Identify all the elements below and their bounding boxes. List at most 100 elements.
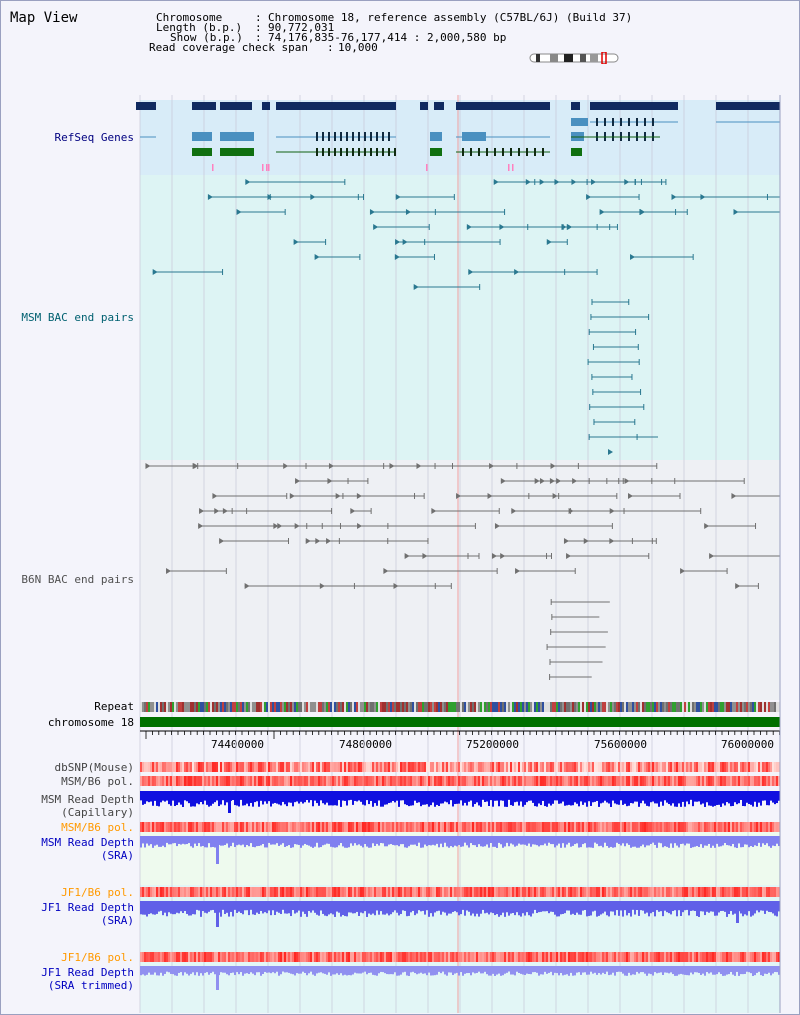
gene-exon: [370, 148, 372, 156]
heatmap-cell: [174, 952, 176, 962]
depth-bar: [412, 836, 414, 845]
heatmap-cell: [528, 952, 530, 962]
heatmap-cell: [654, 887, 656, 897]
b6n-bac-track[interactable]: [145, 463, 781, 680]
depth-bar: [166, 901, 168, 917]
heatmap-cell: [648, 776, 650, 786]
dbsnp-label[interactable]: dbSNP(Mouse): [54, 761, 134, 774]
depth-bar: [746, 966, 748, 972]
chromosome-ideogram[interactable]: [528, 52, 623, 64]
heatmap-cell: [580, 822, 582, 832]
depth-bar: [160, 836, 162, 847]
jf1-b6-pol-trimmed-label[interactable]: JF1/B6 pol.: [61, 951, 134, 964]
refseq-track[interactable]: [136, 102, 780, 171]
depth-bar: [338, 966, 340, 975]
heatmap-cell: [564, 952, 566, 962]
depth-bar: [226, 966, 228, 975]
refseq-genes-label[interactable]: RefSeq Genes: [54, 131, 134, 144]
heatmap-cell: [268, 887, 270, 897]
repeat-segment: [704, 702, 706, 712]
depth-bar: [532, 791, 534, 803]
heatmap-cell: [150, 952, 152, 962]
msm-read-depth-sra-label[interactable]: MSM Read Depth: [41, 836, 134, 849]
depth-bar: [630, 901, 632, 917]
heatmap-cell: [478, 762, 480, 772]
depth-bar: [746, 791, 748, 803]
heatmap-cell: [460, 776, 462, 786]
heatmap-cell: [488, 887, 490, 897]
heatmap-cell: [734, 822, 736, 832]
repeat-segment: [160, 702, 162, 712]
heatmap-cell: [766, 776, 768, 786]
depth-bar: [570, 966, 572, 973]
depth-bar: [626, 836, 628, 844]
depth-bar: [582, 901, 584, 911]
depth-bar: [290, 901, 292, 917]
heatmap-cell: [538, 952, 540, 962]
heatmap-cell: [264, 762, 266, 772]
b6n-bac-label[interactable]: B6N BAC end pairs: [21, 573, 134, 586]
heatmap-cell: [364, 762, 366, 772]
heatmap-cell: [582, 952, 584, 962]
jf1-read-depth-trimmed-label[interactable]: JF1 Read Depth: [41, 966, 134, 979]
heatmap-cell: [322, 762, 324, 772]
repeat-segment: [754, 702, 756, 712]
depth-bar: [486, 901, 488, 913]
heatmap-cell: [616, 887, 618, 897]
depth-bar: [466, 966, 468, 974]
heatmap-cell: [608, 762, 610, 772]
repeat-segment: [392, 702, 394, 712]
heatmap-cell: [720, 952, 722, 962]
depth-bar: [514, 966, 516, 976]
heatmap-cell: [620, 822, 622, 832]
depth-bar: [648, 791, 650, 807]
msm-read-depth-capillary-label[interactable]: MSM Read Depth: [41, 793, 134, 806]
msm-bac-track[interactable]: [152, 179, 781, 455]
heatmap-cell: [738, 762, 740, 772]
depth-bar: [316, 791, 318, 804]
heatmap-cell: [178, 887, 180, 897]
heatmap-cell: [454, 952, 456, 962]
depth-bar: [590, 901, 592, 916]
repeat-segment: [602, 702, 604, 712]
heatmap-cell: [458, 776, 460, 786]
heatmap-cell: [396, 952, 398, 962]
heatmap-cell: [774, 952, 776, 962]
depth-bar: [566, 836, 568, 845]
heatmap-cell: [756, 952, 758, 962]
heatmap-cell: [582, 776, 584, 786]
heatmap-cell: [268, 776, 270, 786]
heatmap-cell: [296, 887, 298, 897]
repeat-segment: [176, 702, 178, 712]
heatmap-cell: [524, 822, 526, 832]
bac-end-marker: [700, 194, 706, 200]
heatmap-cell: [160, 887, 162, 897]
depth-bar: [186, 791, 188, 802]
heatmap-cell: [306, 822, 308, 832]
heatmap-cell: [430, 762, 432, 772]
depth-bar: [760, 901, 762, 911]
depth-bar: [750, 836, 752, 847]
heatmap-cell: [588, 822, 590, 832]
msm-b6-pol-label[interactable]: MSM/B6 pol.: [61, 775, 134, 788]
depth-bar: [396, 966, 398, 976]
heatmap-cell: [710, 887, 712, 897]
heatmap-cell: [616, 776, 618, 786]
heatmap-cell: [182, 952, 184, 962]
repeat-segment: [178, 702, 180, 712]
jf1-b6-pol-label[interactable]: JF1/B6 pol.: [61, 886, 134, 899]
depth-bar: [646, 791, 648, 806]
repeat-segment: [542, 702, 544, 712]
heatmap-cell: [142, 822, 144, 832]
depth-bar: [338, 836, 340, 846]
jf1-read-depth-sra-label[interactable]: JF1 Read Depth: [41, 901, 134, 914]
heatmap-cell: [418, 887, 420, 897]
msm-bac-label[interactable]: MSM BAC end pairs: [21, 311, 134, 324]
msm-b6-pol-sra-label[interactable]: MSM/B6 pol.: [61, 821, 134, 834]
depth-bar: [178, 966, 180, 973]
length-value: 90,772,031: [268, 21, 335, 34]
depth-bar: [348, 836, 350, 848]
repeat-segment: [302, 702, 304, 712]
repeat-segment: [716, 702, 718, 712]
